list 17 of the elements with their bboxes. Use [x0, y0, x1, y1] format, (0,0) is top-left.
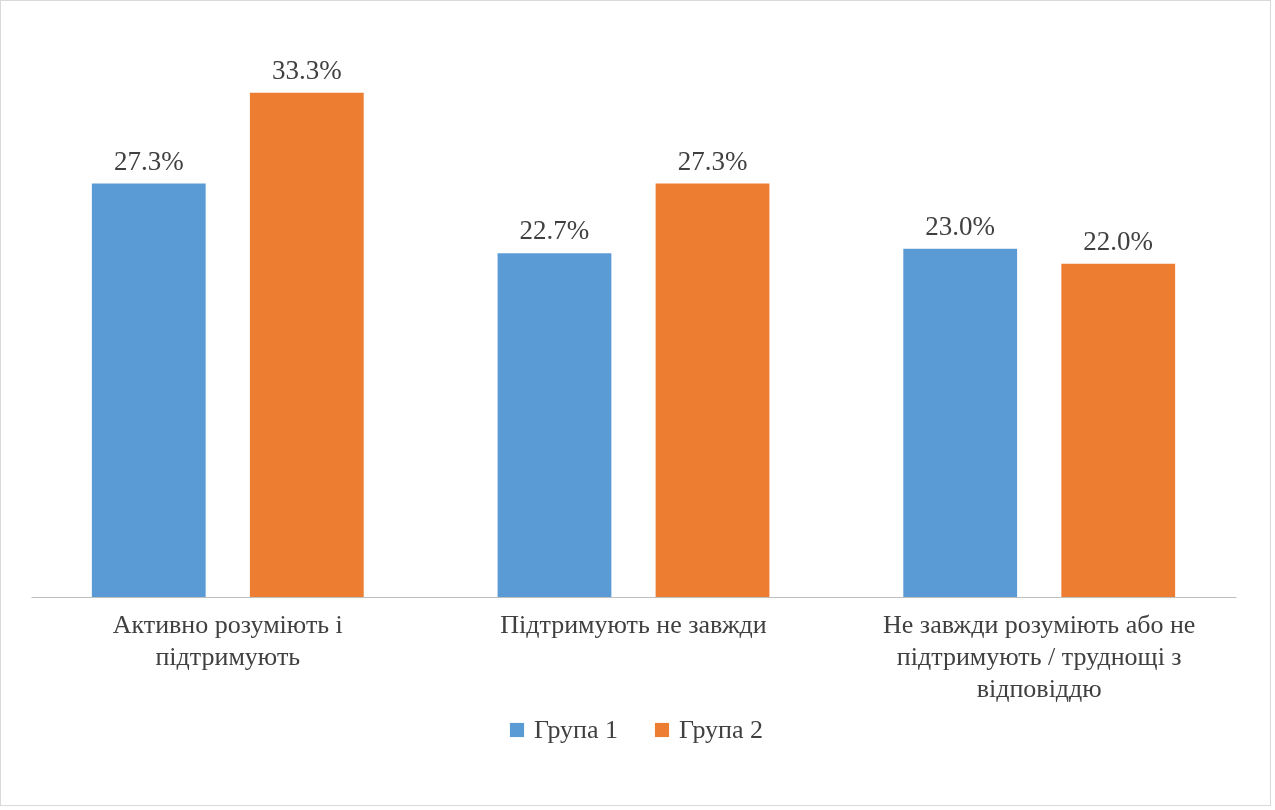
data-label: 22.7% [519, 215, 590, 246]
bar [249, 92, 364, 597]
bar [91, 183, 206, 597]
data-label: 22.0% [1083, 225, 1154, 256]
x-tick-label: Підтримують не завжди [500, 609, 767, 639]
x-tick-label: Активно розуміють і підтримують [112, 609, 343, 671]
legend-label: Група 1 [534, 715, 619, 744]
bar [655, 183, 770, 597]
bar [497, 253, 612, 597]
bar [1061, 263, 1176, 597]
data-label: 27.3% [677, 145, 748, 176]
bar [903, 248, 1018, 597]
legend-label: Група 2 [679, 715, 764, 744]
data-label: 27.3% [113, 145, 184, 176]
data-label: 33.3% [271, 54, 342, 85]
data-label: 23.0% [925, 210, 996, 241]
x-tick-label: Не завжди розуміють або не підтримують / труднощі з відповіддю [883, 609, 1196, 703]
